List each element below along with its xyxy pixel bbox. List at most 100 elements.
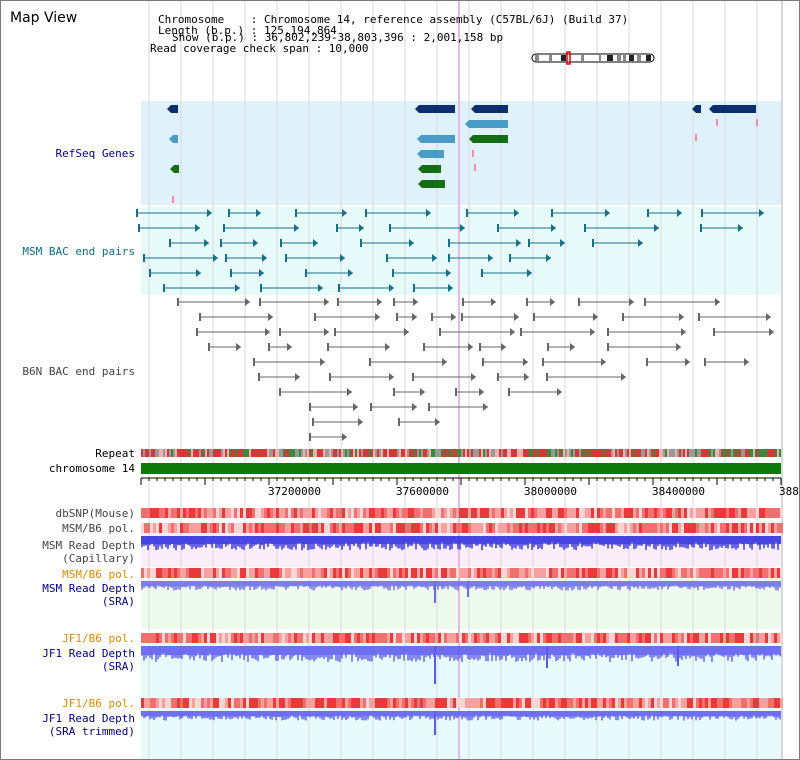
read-depth-bar (421, 646, 423, 656)
polymorphism-cell (501, 508, 504, 518)
read-depth-bar (485, 536, 487, 547)
read-depth-bar (183, 646, 185, 655)
read-depth-bar (381, 711, 383, 716)
polymorphism-cell (705, 633, 708, 643)
repeat-block (473, 449, 475, 457)
polymorphism-cell (777, 698, 780, 708)
repeat-block (295, 449, 297, 457)
track-label-msm-pol[interactable]: MSM/B6 pol. (62, 522, 135, 535)
polymorphism-cell (549, 698, 552, 708)
polymorphism-cell (189, 633, 192, 643)
polymorphism-cell (174, 568, 177, 578)
track-label-refseq-genes[interactable]: RefSeq Genes (55, 147, 135, 160)
polymorphism-cell (537, 523, 540, 533)
read-depth-bar (583, 711, 585, 720)
read-depth-bar (363, 581, 365, 591)
bac-end (312, 418, 314, 426)
read-depth-bar (581, 581, 583, 587)
read-depth-bar (521, 646, 523, 662)
read-depth-bar (481, 711, 483, 716)
track-label-msm-pol-2[interactable]: MSM/B6 pol. (62, 568, 135, 581)
read-depth-bar (301, 581, 303, 586)
bac-end (337, 298, 339, 306)
polymorphism-cell (471, 633, 474, 643)
read-depth-bar (393, 711, 395, 721)
polymorphism-cell (687, 568, 690, 578)
polymorphism-cell (240, 523, 243, 533)
repeat-block (331, 449, 333, 457)
polymorphism-cell (354, 523, 357, 533)
read-depth-bar (709, 581, 711, 589)
track-label-b6n-bac[interactable]: B6N BAC end pairs (22, 365, 135, 378)
polymorphism-cell (747, 633, 750, 643)
track-label-jf1-depth-sra[interactable]: JF1 Read Depth (42, 647, 135, 660)
read-depth-bar (179, 646, 181, 659)
read-depth-bar (579, 646, 581, 657)
read-depth-bar (651, 536, 653, 544)
track-label-jf1-depth-trimmed[interactable]: JF1 Read Depth (42, 712, 135, 725)
polymorphism-cell (276, 523, 279, 533)
read-depth-bar (323, 536, 325, 546)
polymorphism-cell (447, 568, 450, 578)
polymorphism-cell (381, 633, 384, 643)
read-depth-bar (749, 581, 751, 586)
polymorphism-cell (411, 523, 414, 533)
repeat-block (263, 449, 265, 457)
track-label-jf1-pol-2[interactable]: JF1/B6 pol. (62, 697, 135, 710)
track-label-msm-depth-capillary[interactable]: MSM Read Depth (42, 539, 135, 552)
read-depth-bar (363, 711, 365, 721)
read-depth-bar (725, 581, 727, 587)
polymorphism-cell (627, 633, 630, 643)
read-depth-bar (681, 646, 683, 660)
repeat-block (461, 449, 463, 457)
read-depth-bar (627, 581, 629, 590)
polymorphism-cell (390, 698, 393, 708)
polymorphism-cell (231, 508, 234, 518)
read-depth-bar (777, 711, 779, 718)
polymorphism-cell (588, 633, 591, 643)
read-depth-bar (483, 581, 485, 590)
repeat-block (537, 449, 539, 457)
track-label-dbsnp[interactable]: dbSNP(Mouse) (55, 507, 135, 520)
track-label-jf1-pol[interactable]: JF1/B6 pol. (62, 632, 135, 645)
polymorphism-cell (177, 523, 180, 533)
polymorphism-cell (624, 523, 627, 533)
repeat-block (313, 449, 315, 457)
read-depth-bar (203, 646, 205, 661)
read-depth-bar (197, 646, 199, 654)
repeat-block (509, 449, 511, 457)
read-depth-bar (655, 536, 657, 550)
polymorphism-cell (501, 568, 504, 578)
polymorphism-cell (774, 508, 777, 518)
polymorphism-cell (741, 633, 744, 643)
polymorphism-cell (672, 633, 675, 643)
polymorphism-cell (537, 568, 540, 578)
read-depth-bar (171, 581, 173, 589)
polymorphism-cell (765, 568, 768, 578)
read-depth-bar (583, 581, 585, 589)
polymorphism-cell (630, 633, 633, 643)
polymorphism-cell (267, 523, 270, 533)
polymorphism-cell (165, 633, 168, 643)
read-depth-bar (477, 711, 479, 721)
read-depth-bar (707, 646, 709, 655)
polymorphism-cell (648, 633, 651, 643)
polymorphism-cell (741, 698, 744, 708)
polymorphism-cell (519, 698, 522, 708)
polymorphism-cell (612, 568, 615, 578)
track-label-msm-depth-sra[interactable]: MSM Read Depth (42, 582, 135, 595)
read-depth-bar (141, 581, 143, 590)
read-depth-bar (363, 646, 365, 660)
read-depth-bar (323, 646, 325, 659)
track-label-msm-bac[interactable]: MSM BAC end pairs (22, 245, 135, 258)
bac-end (280, 239, 282, 247)
bac-end (542, 358, 544, 366)
read-depth-bar (283, 536, 285, 548)
read-depth-bar (579, 581, 581, 591)
bac-end (481, 269, 483, 277)
read-depth-bar (175, 646, 177, 658)
read-depth-bar (627, 711, 629, 719)
repeat-block (665, 449, 667, 457)
repeat-block (503, 449, 505, 457)
